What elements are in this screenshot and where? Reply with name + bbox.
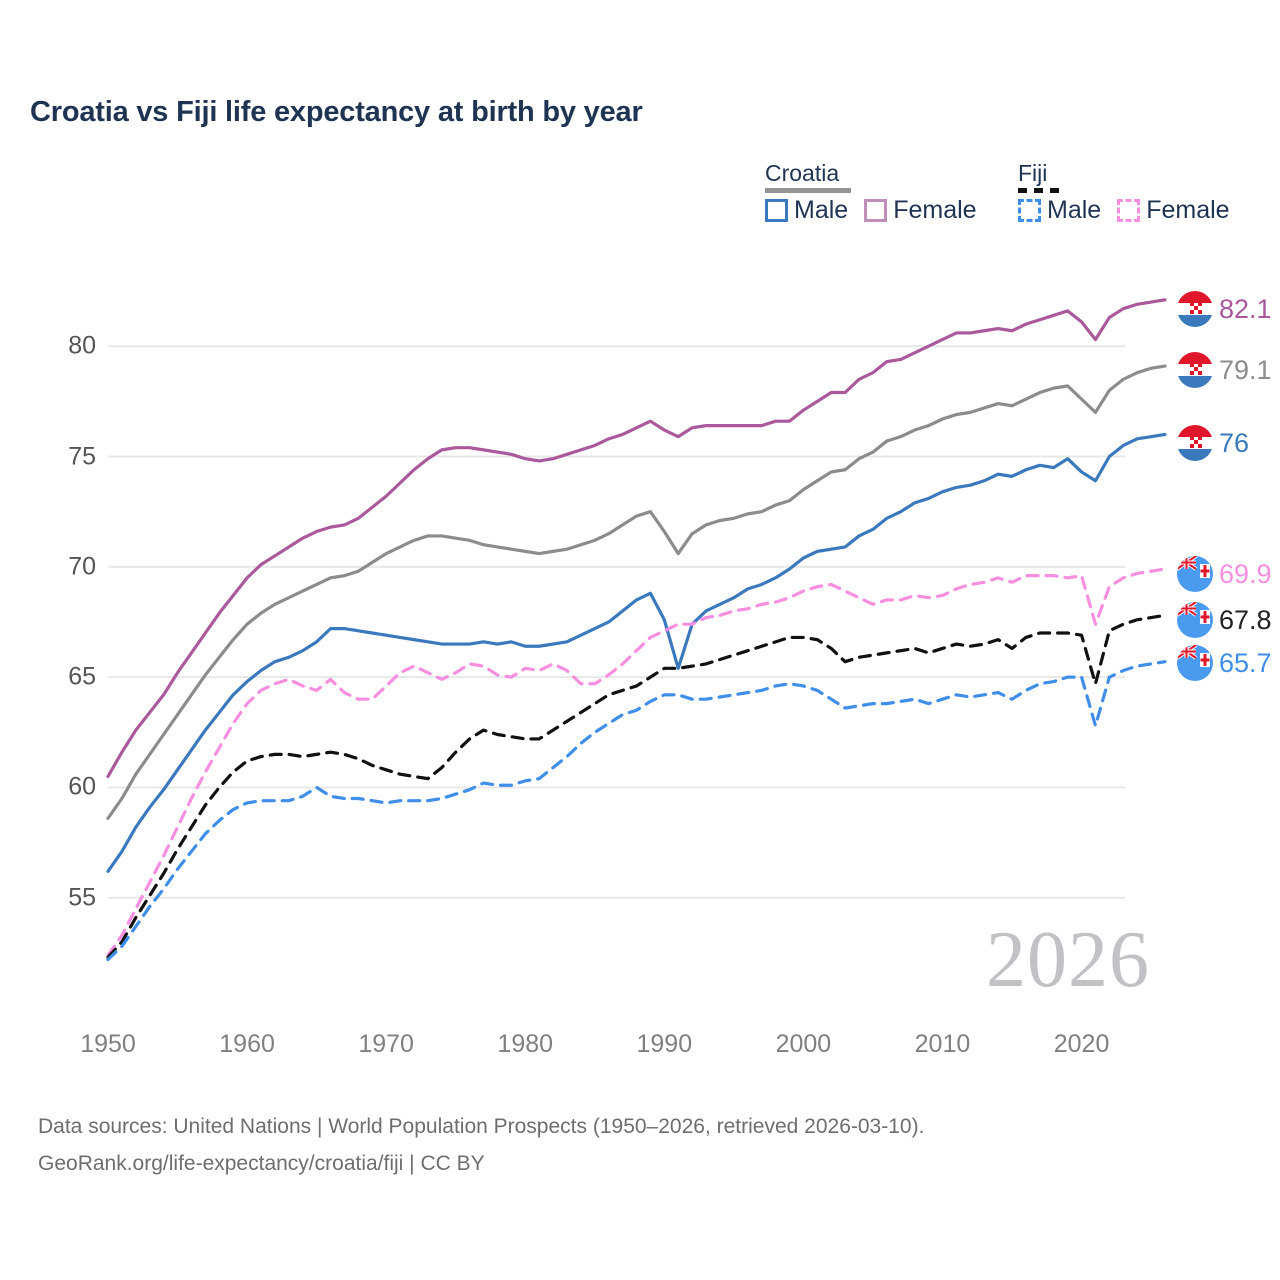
fiji-flag-icon: [1177, 556, 1213, 592]
x-tick-1970: 1970: [358, 1030, 414, 1058]
series-line-fiji_female: [106, 567, 1167, 957]
x-tick-2020: 2020: [1053, 1030, 1110, 1058]
legend-item-fiji-female[interactable]: Female: [1117, 196, 1230, 224]
legend-swatch-croatia-female: [864, 199, 888, 222]
legend-label-croatia-male: Male: [794, 196, 849, 224]
chart-legend: Croatia Male Female Fiji Male: [760, 160, 1260, 240]
series-line-croatia_female: [106, 298, 1167, 779]
series-line-fiji_male: [106, 660, 1167, 962]
footer-line-2: GeoRank.org/life-expectancy/croatia/fiji…: [38, 1152, 485, 1175]
end-label-croatia_female: 82.1: [1177, 291, 1272, 327]
y-tick-60: 60: [68, 772, 96, 801]
x-tick-2010: 2010: [914, 1030, 971, 1058]
y-tick-55: 55: [68, 883, 96, 912]
x-tick-1990: 1990: [636, 1030, 693, 1058]
end-value-croatia_female: 82.1: [1219, 293, 1272, 324]
legend-group-fiji: Fiji Male Female: [1018, 160, 1230, 223]
x-tick-1960: 1960: [219, 1030, 275, 1058]
footer-credits: Data sources: United Nations | World Pop…: [38, 1108, 924, 1182]
end-value-fiji_female: 69.9: [1219, 558, 1272, 589]
croatia-flag-icon: [1177, 291, 1213, 327]
legend-country-croatia: Croatia: [765, 160, 840, 186]
legend-group-croatia: Croatia Male Female: [765, 160, 977, 223]
end-value-fiji_total: 67.8: [1219, 604, 1272, 635]
end-value-croatia_male: 76: [1219, 427, 1250, 458]
legend-item-fiji-male[interactable]: Male: [1018, 198, 1101, 223]
y-tick-80: 80: [68, 331, 96, 360]
x-tick-1980: 1980: [497, 1030, 554, 1058]
legend-label-fiji-male: Male: [1047, 196, 1102, 224]
croatia-flag-icon: [1177, 425, 1213, 461]
y-tick-75: 75: [68, 442, 96, 470]
year-watermark: 2026: [986, 916, 1150, 1004]
end-label-fiji_total: 67.8: [1177, 602, 1272, 638]
footer-line-1: Data sources: United Nations | World Pop…: [38, 1115, 925, 1138]
fiji-flag-icon: [1177, 645, 1213, 681]
x-tick-1950: 1950: [80, 1030, 136, 1058]
series-line-croatia_total: [106, 364, 1167, 820]
legend-swatch-fiji-female: [1117, 199, 1141, 222]
legend-country-fiji: Fiji: [1018, 160, 1048, 186]
plot-area: [106, 298, 1167, 962]
legend-label-croatia-female: Female: [893, 196, 977, 224]
y-tick-65: 65: [68, 662, 96, 691]
fiji-flag-icon: [1177, 602, 1213, 638]
legend-label-fiji-female: Female: [1146, 196, 1230, 224]
end-label-fiji_male: 65.7: [1177, 645, 1272, 681]
series-line-fiji_total: [106, 613, 1167, 959]
end-label-croatia_male: 76: [1177, 425, 1249, 461]
end-value-croatia_total: 79.1: [1219, 354, 1272, 385]
legend-item-croatia-male[interactable]: Male: [765, 198, 848, 223]
x-tick-2000: 2000: [775, 1030, 832, 1058]
legend-swatch-croatia-male: [765, 199, 788, 222]
legend-rule-fiji: [1018, 188, 1062, 193]
series-line-croatia_male: [106, 432, 1167, 873]
page-title: Croatia vs Fiji life expectancy at birth…: [30, 96, 643, 128]
y-tick-70: 70: [68, 552, 96, 581]
legend-rule-croatia: [765, 188, 851, 193]
series-canvas: [106, 298, 1167, 962]
legend-swatch-fiji-male: [1018, 199, 1041, 222]
croatia-flag-icon: [1177, 352, 1213, 388]
legend-item-croatia-female[interactable]: Female: [864, 196, 977, 224]
end-label-croatia_total: 79.1: [1177, 352, 1272, 388]
end-value-fiji_male: 65.7: [1219, 647, 1272, 678]
end-label-fiji_female: 69.9: [1177, 556, 1272, 592]
